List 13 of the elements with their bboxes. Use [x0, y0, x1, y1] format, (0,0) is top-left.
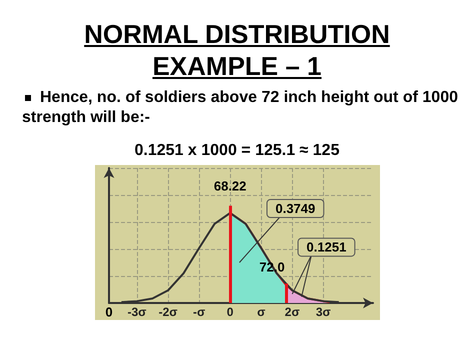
x-tick-label: -3σ — [128, 305, 146, 319]
x-tick-label: -σ — [192, 305, 206, 319]
annotation: 0.1251 — [306, 240, 346, 255]
annotation: 0.3749 — [275, 201, 316, 216]
chart-subtitle: Hence, no. of soldiers above 72 inch height out of 1000 strength will be:- — [22, 88, 458, 128]
x-tick-label: 2σ — [284, 305, 300, 319]
x-tick-label: -2σ — [158, 305, 178, 319]
x-tick-label: 0 — [226, 305, 234, 319]
text: 68.22 — [214, 178, 246, 194]
x-tick-label: σ — [257, 305, 266, 319]
text: 0.1251 x 1000 = 125.1 ≈ 125 — [134, 142, 340, 160]
chart-title: NORMAL DISTRIBUTION EXAMPLE – 1 — [84, 19, 390, 81]
x-tick-label: 3σ — [316, 305, 331, 319]
